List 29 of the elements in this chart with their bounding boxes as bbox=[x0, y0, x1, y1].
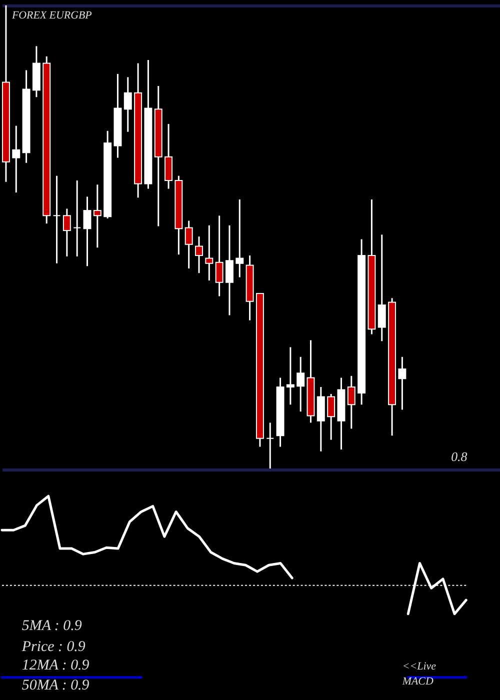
candlestick bbox=[164, 123, 173, 190]
annotation: MACD bbox=[401, 676, 434, 688]
annotation: <<Live bbox=[402, 660, 436, 673]
annotation: 12MA : 0.9 bbox=[22, 658, 90, 674]
candlestick bbox=[327, 393, 336, 441]
chart-title: FOREX EURGBP bbox=[10, 10, 92, 22]
candlestick bbox=[225, 224, 234, 316]
candlestick bbox=[93, 184, 102, 248]
candlestick bbox=[266, 422, 274, 470]
annotation: Price : 0.9 bbox=[20, 638, 86, 655]
candlestick bbox=[215, 214, 224, 297]
candlestick bbox=[73, 180, 82, 258]
candlestick bbox=[184, 220, 193, 270]
candlestick bbox=[12, 125, 20, 194]
candlestick bbox=[83, 196, 92, 267]
candlestick bbox=[52, 175, 61, 264]
text: 50MA : 0.9 bbox=[22, 678, 90, 694]
candlestick bbox=[195, 236, 203, 274]
text: 0.8 bbox=[451, 449, 468, 464]
candlestick bbox=[236, 198, 244, 278]
annotation: 5MA : 0.9 bbox=[22, 618, 82, 634]
candlestick bbox=[124, 76, 132, 133]
candlestick bbox=[347, 375, 356, 430]
candlestick bbox=[398, 356, 406, 410]
candlestick bbox=[378, 234, 386, 342]
candlestick bbox=[62, 208, 71, 258]
candlestick bbox=[286, 346, 294, 406]
candlestick bbox=[205, 224, 214, 282]
candlestick bbox=[296, 356, 305, 412]
